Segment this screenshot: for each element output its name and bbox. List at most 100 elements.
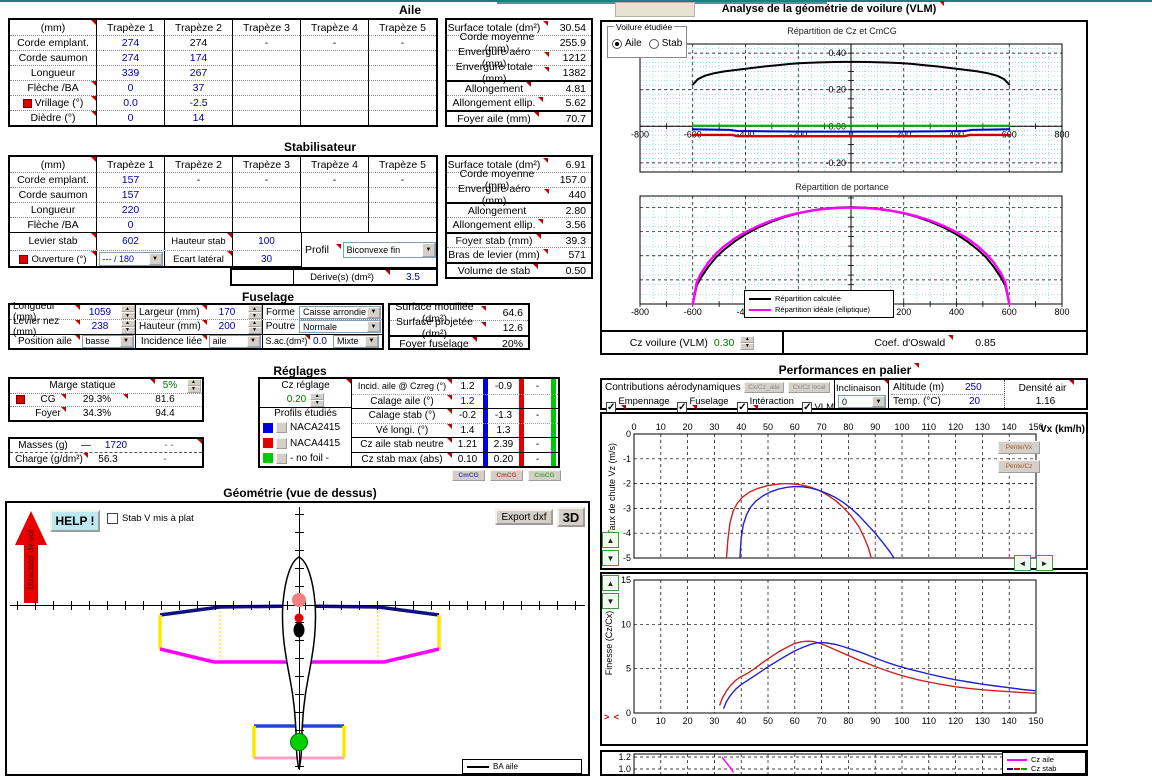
grid-cell[interactable]: 0 <box>96 80 164 95</box>
view-3d-button[interactable]: 3D <box>557 507 585 527</box>
masses-box: Masses (g) — 1720 - - Charge (g/dm²) 56.… <box>8 437 204 468</box>
stab-v-checkbox[interactable] <box>107 513 118 524</box>
grid-cell[interactable]: 274 <box>96 35 164 50</box>
altitude-value[interactable]: 250 <box>965 382 982 393</box>
cz-reglage-value[interactable]: 0.20 <box>286 394 307 406</box>
forme-dropdown[interactable]: Caisse arrondie ▼ <box>299 305 381 319</box>
grid-cell[interactable]: 339 <box>96 65 164 80</box>
grid-cell <box>300 80 368 95</box>
levier-nez-value[interactable]: 238 <box>91 321 109 333</box>
chevron-down-icon[interactable]: ▼ <box>246 335 260 347</box>
radio-aile[interactable] <box>612 38 622 49</box>
finesse-scale-up-button[interactable]: ▲ <box>602 575 619 591</box>
svg-text:90: 90 <box>870 716 880 726</box>
grid-cell <box>300 50 368 65</box>
compress-x-button[interactable]: > < <box>604 712 621 722</box>
grid-cell[interactable]: 220 <box>96 202 164 217</box>
grid-cell[interactable]: 274 <box>96 50 164 65</box>
grid-cell[interactable]: 157 <box>96 172 164 187</box>
hauteur-stab-value[interactable]: 100 <box>232 233 300 250</box>
grid-header: Trapèze 1 <box>96 20 164 35</box>
grid-cell[interactable]: 157 <box>96 187 164 202</box>
levier-stab-value[interactable]: 602 <box>96 233 164 250</box>
temp-value[interactable]: 20 <box>969 396 981 407</box>
export-dxf-button[interactable]: Export dxf <box>495 509 553 525</box>
y-ruler-ticks <box>295 511 304 767</box>
grid-cell[interactable]: 37 <box>164 80 232 95</box>
grid-cell <box>232 187 300 202</box>
hauteur-spinner[interactable]: ▲ ▼ <box>247 319 262 334</box>
chevron-down-icon[interactable]: ▼ <box>148 253 162 265</box>
matrix-value: -0.2 <box>458 410 477 422</box>
grid-cell[interactable]: 267 <box>164 65 232 80</box>
grid-header: Trapèze 4 <box>300 20 368 35</box>
fuselage-hauteur-label: Hauteur (mm) <box>139 321 201 333</box>
grid-cell <box>232 65 300 80</box>
cxcz-local-button[interactable]: Cx/Cz local <box>788 382 830 393</box>
geometry-legend: BA aile <box>462 759 582 774</box>
grid-cell[interactable]: 0.0 <box>96 95 164 110</box>
grid-cell[interactable]: 0 <box>96 217 164 232</box>
grid-cell: - <box>368 172 436 187</box>
svg-text:600: 600 <box>1002 307 1017 317</box>
grid-cell[interactable]: -2.5 <box>164 95 232 110</box>
profile-picker-button[interactable] <box>276 422 287 434</box>
finesse-scale-down-button[interactable]: ▼ <box>602 593 619 609</box>
chevron-down-icon[interactable]: ▼ <box>367 321 380 333</box>
grid-cell[interactable]: 0 <box>96 110 164 125</box>
cmcg-button-red[interactable]: CmCG <box>490 470 523 481</box>
cxcz-aile-button[interactable]: Cx/Cz_aile <box>744 382 784 393</box>
radio-stab-label: Stab <box>661 38 683 49</box>
largeur-spinner[interactable]: ▲ ▼ <box>247 305 262 320</box>
chevron-down-icon[interactable]: ▼ <box>367 306 380 318</box>
mixte-dropdown[interactable]: Mixte ▼ <box>333 334 379 348</box>
derive-value[interactable]: 3.5 <box>406 271 420 283</box>
grid-cell[interactable]: 14 <box>164 110 232 125</box>
foyer-percent: 34.3% <box>82 407 112 419</box>
cz-voilure-spinner[interactable]: ▲ ▼ <box>740 335 755 350</box>
incidence-dropdown[interactable]: aile ▼ <box>208 334 261 348</box>
cmcg-button-blue[interactable]: CmCG <box>452 470 485 481</box>
x-scale-right-button[interactable]: ► <box>1036 555 1053 571</box>
vz-scale-down-button[interactable]: ▼ <box>602 550 619 566</box>
x-scale-left-button[interactable]: ◄ <box>1014 555 1031 571</box>
cmcg-button-green[interactable]: CmCG <box>528 470 561 481</box>
marge-spinner[interactable]: ▲ ▼ <box>186 378 201 393</box>
vlm-title: Analyse de la géométrie de voilure (VLM) <box>712 1 952 15</box>
inclinaison-dropdown[interactable]: 0 ▼ <box>838 395 886 408</box>
ouverture-dropdown[interactable]: --- / 180 ▼ <box>98 252 163 266</box>
svg-text:140: 140 <box>1002 716 1017 726</box>
chevron-down-icon[interactable]: ▼ <box>365 335 378 347</box>
pente-vx-button[interactable]: Pente/Vx <box>998 441 1040 454</box>
fuselage-hauteur-value[interactable]: 200 <box>218 321 236 333</box>
masses-value[interactable]: 1720 <box>104 440 128 451</box>
grid-cell[interactable]: 174 <box>164 50 232 65</box>
profil-dropdown[interactable]: Biconvexe fin ▼ <box>342 242 436 258</box>
sac-value[interactable]: 0.0 <box>313 335 327 347</box>
marge-statique-value[interactable]: 5% <box>162 380 178 392</box>
matrix-row-label: Incid. aile @ Czreg (°) <box>357 381 447 392</box>
fuselage-largeur-value[interactable]: 170 <box>218 306 236 318</box>
ecart-lateral-value[interactable]: 30 <box>232 251 300 267</box>
longueur-spinner[interactable]: ▲ ▼ <box>120 305 135 320</box>
chevron-down-icon[interactable]: ▼ <box>119 335 133 347</box>
position-aile-dropdown[interactable]: basse ▼ <box>81 334 134 348</box>
cz-voilure-value[interactable]: 0.30 <box>713 336 735 349</box>
help-button[interactable]: HELP ! <box>50 510 100 532</box>
chevron-down-icon[interactable]: ▼ <box>422 243 435 257</box>
cz-reglage-spinner[interactable]: ▲ ▼ <box>310 392 325 407</box>
profile-picker-button[interactable] <box>276 437 287 449</box>
fuselage-longueur-value[interactable]: 1059 <box>88 306 112 318</box>
pente-cz-button[interactable]: Pente/Cz <box>998 460 1040 473</box>
svg-text:10: 10 <box>621 619 631 629</box>
grid-cell <box>368 202 436 217</box>
grid-cell <box>164 202 232 217</box>
levier-spinner[interactable]: ▲ ▼ <box>120 319 135 334</box>
radio-stab[interactable] <box>648 38 659 49</box>
matrix-value[interactable]: 1.2 <box>460 395 475 407</box>
vz-scale-up-button[interactable]: ▲ <box>602 532 619 548</box>
chevron-down-icon[interactable]: ▼ <box>872 396 885 407</box>
svg-text:0: 0 <box>626 708 631 718</box>
poutre-dropdown[interactable]: Normale ▼ <box>299 320 381 334</box>
profile-picker-button[interactable] <box>276 452 287 464</box>
